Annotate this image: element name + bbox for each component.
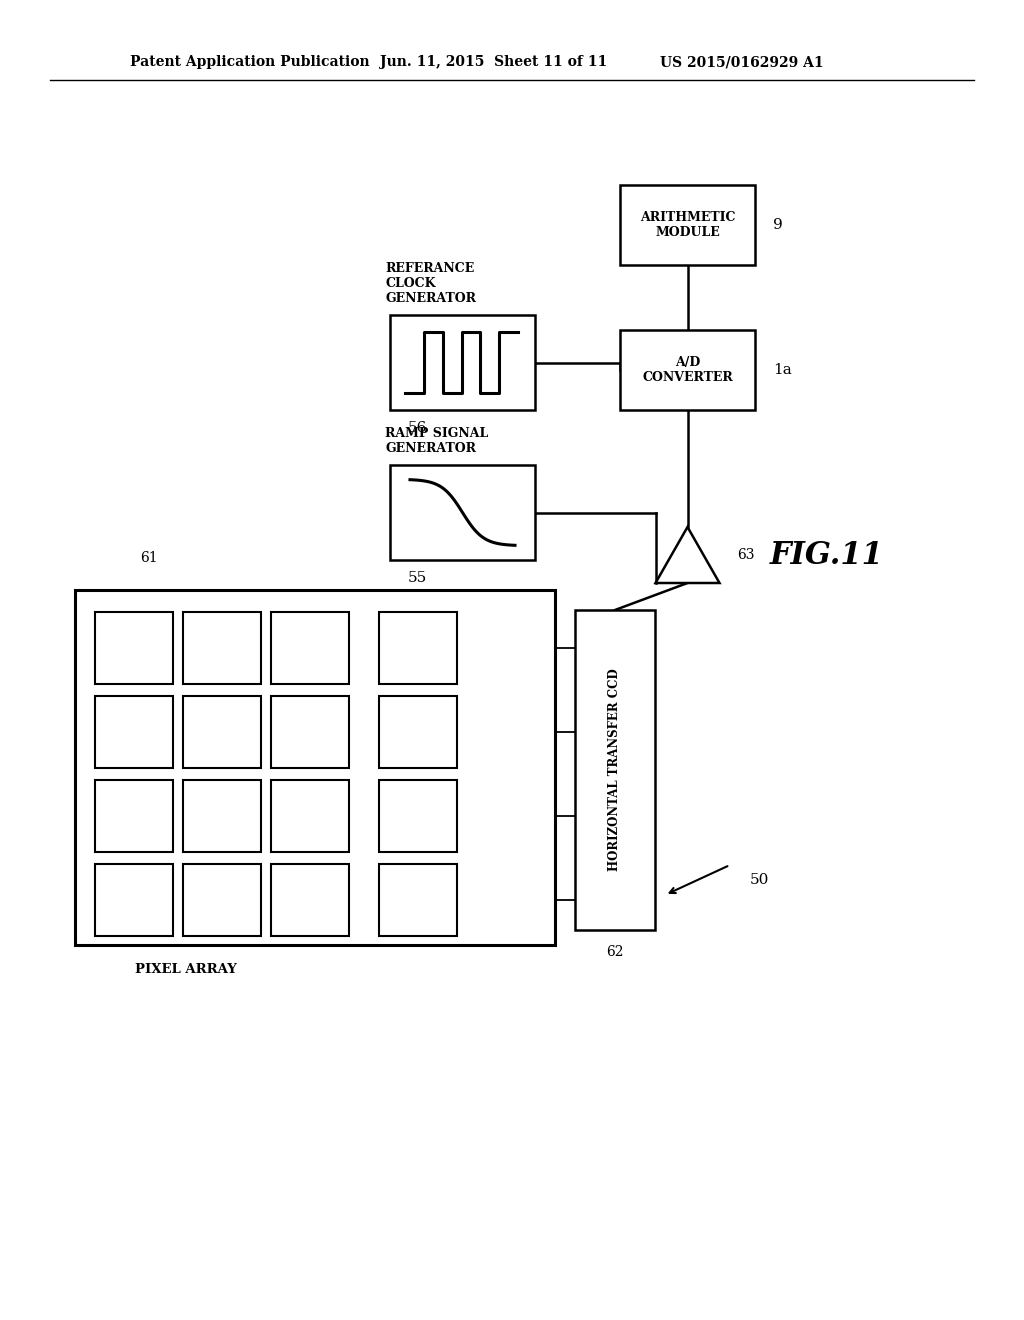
Text: 9: 9 <box>773 218 782 232</box>
Bar <box>183 612 261 684</box>
Bar <box>620 330 755 411</box>
Text: A/D
CONVERTER: A/D CONVERTER <box>642 356 733 384</box>
Text: RAMP SIGNAL
GENERATOR: RAMP SIGNAL GENERATOR <box>385 426 488 455</box>
Bar <box>183 696 261 768</box>
Bar <box>95 612 173 684</box>
Polygon shape <box>655 527 720 583</box>
Text: Jun. 11, 2015  Sheet 11 of 11: Jun. 11, 2015 Sheet 11 of 11 <box>380 55 607 69</box>
Bar <box>575 610 655 931</box>
Text: PIXEL ARRAY: PIXEL ARRAY <box>135 964 237 975</box>
Text: 50: 50 <box>750 873 769 887</box>
Bar <box>390 465 535 560</box>
Bar <box>379 612 457 684</box>
Bar <box>379 865 457 936</box>
Text: HORIZONTAL TRANSFER CCD: HORIZONTAL TRANSFER CCD <box>608 669 622 871</box>
Text: REFERANCE
CLOCK
GENERATOR: REFERANCE CLOCK GENERATOR <box>385 261 476 305</box>
Text: FIG.11: FIG.11 <box>770 540 884 570</box>
Text: 56: 56 <box>408 421 427 436</box>
Bar <box>95 780 173 851</box>
Text: 55: 55 <box>408 572 427 585</box>
Text: 63: 63 <box>737 548 755 562</box>
Bar <box>183 780 261 851</box>
Bar <box>75 590 555 945</box>
Text: 1a: 1a <box>773 363 792 378</box>
Bar <box>95 696 173 768</box>
Bar <box>271 696 349 768</box>
Text: 62: 62 <box>606 945 624 960</box>
Bar <box>95 865 173 936</box>
Text: ARITHMETIC
MODULE: ARITHMETIC MODULE <box>640 211 735 239</box>
Bar <box>271 865 349 936</box>
Bar <box>271 780 349 851</box>
Text: Patent Application Publication: Patent Application Publication <box>130 55 370 69</box>
Text: US 2015/0162929 A1: US 2015/0162929 A1 <box>660 55 823 69</box>
Bar <box>183 865 261 936</box>
Bar <box>271 612 349 684</box>
Bar <box>379 780 457 851</box>
Bar <box>390 315 535 411</box>
Bar <box>620 185 755 265</box>
Text: 61: 61 <box>140 550 158 565</box>
Bar <box>379 696 457 768</box>
